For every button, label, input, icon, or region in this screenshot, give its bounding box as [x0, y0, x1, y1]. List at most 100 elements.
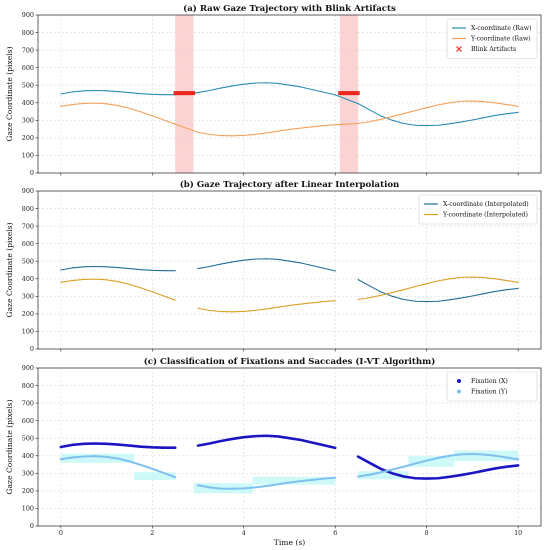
blink-artifact-point [349, 91, 353, 96]
data-point [151, 446, 154, 449]
data-point [414, 124, 416, 126]
series-line-2 [60, 278, 176, 301]
data-point [277, 306, 279, 308]
data-point [254, 258, 256, 260]
legend: X-coordinate (Interpolated) Y-coordinate … [418, 194, 538, 225]
blink-artifact-point [182, 91, 186, 96]
data-point [197, 484, 200, 487]
data-point [402, 475, 405, 478]
y-tick-label: 400 [22, 275, 34, 283]
data-point [140, 269, 142, 271]
data-point [277, 483, 280, 486]
blink-artifact-point [187, 91, 191, 96]
blink-artifact-point [185, 91, 189, 96]
data-point [163, 119, 165, 121]
data-point [483, 101, 485, 103]
data-point [391, 291, 393, 293]
data-point [334, 476, 337, 479]
data-point [517, 287, 519, 289]
data-point [243, 134, 245, 136]
y-tick-label: 500 [22, 81, 34, 89]
data-point [449, 123, 451, 125]
data-point [174, 446, 177, 449]
data-point [506, 113, 508, 115]
data-point [369, 297, 371, 299]
data-point [494, 467, 497, 470]
data-point [402, 465, 405, 468]
y-tick-label: 100 [22, 152, 34, 160]
data-point [163, 295, 165, 297]
data-point [482, 453, 485, 456]
data-point [299, 438, 302, 441]
data-point [414, 286, 416, 288]
data-point [163, 270, 165, 272]
data-point [208, 265, 210, 267]
data-point [83, 266, 85, 268]
fixation-band [408, 456, 455, 467]
legend-box [446, 371, 538, 402]
data-point [231, 135, 233, 137]
legend-label: Y-coordinate (Interpolated) [442, 212, 528, 219]
data-point [414, 477, 417, 480]
data-point [151, 467, 154, 470]
data-point [517, 458, 520, 461]
data-point [414, 300, 416, 302]
data-point [94, 442, 97, 445]
y-tick-label: 0 [30, 522, 34, 530]
data-point [471, 100, 473, 102]
data-point [300, 303, 302, 305]
data-point [139, 463, 142, 466]
series-line-2 [60, 100, 519, 137]
series-line-1 [196, 434, 337, 450]
data-point [128, 460, 131, 463]
data-point [483, 117, 485, 119]
blink-artifact-point [354, 91, 358, 96]
data-point [403, 289, 405, 291]
y-tick-label: 900 [22, 364, 34, 372]
data-point [243, 259, 245, 261]
data-point [483, 293, 485, 295]
y-tick-label: 500 [22, 257, 34, 265]
data-point [323, 267, 325, 269]
data-point [449, 299, 451, 301]
data-point [162, 446, 165, 449]
data-point [300, 127, 302, 129]
data-point [494, 454, 497, 457]
data-point [448, 454, 451, 457]
y-tick-label: 200 [22, 310, 34, 318]
y-tick-label: 700 [22, 46, 34, 54]
blink-artifact-point [340, 91, 344, 96]
series-line-1 [60, 82, 519, 127]
data-point [197, 444, 200, 447]
y-tick-label: 900 [22, 187, 34, 195]
data-point [231, 311, 233, 313]
data-point [162, 471, 165, 474]
data-point [139, 445, 142, 448]
data-point [94, 265, 96, 267]
y-tick-label: 200 [22, 134, 34, 142]
y-tick-label: 700 [22, 399, 34, 407]
x-tick-label: 10 [514, 529, 522, 537]
data-point [380, 294, 382, 296]
data-point [460, 121, 462, 123]
data-point [334, 124, 336, 126]
data-point [174, 476, 177, 479]
data-point [391, 472, 394, 475]
data-point [71, 267, 73, 269]
data-point [265, 484, 268, 487]
data-point [105, 442, 108, 445]
data-point [517, 105, 519, 107]
legend: X-coordinate (Raw) Y-coordinate (Raw) Blin… [446, 18, 538, 59]
data-point [403, 113, 405, 115]
data-point [117, 91, 119, 93]
data-point [277, 130, 279, 132]
data-point [494, 290, 496, 292]
data-point [197, 307, 199, 309]
data-point [174, 299, 176, 301]
data-point [117, 267, 119, 269]
y-tick-label: 400 [22, 452, 34, 460]
panel-2: 0 100 200 300 400 500 600 700 800 900 (b) Gaze Tra… [5, 179, 542, 353]
y-tick-label: 300 [22, 293, 34, 301]
data-point [311, 265, 313, 267]
